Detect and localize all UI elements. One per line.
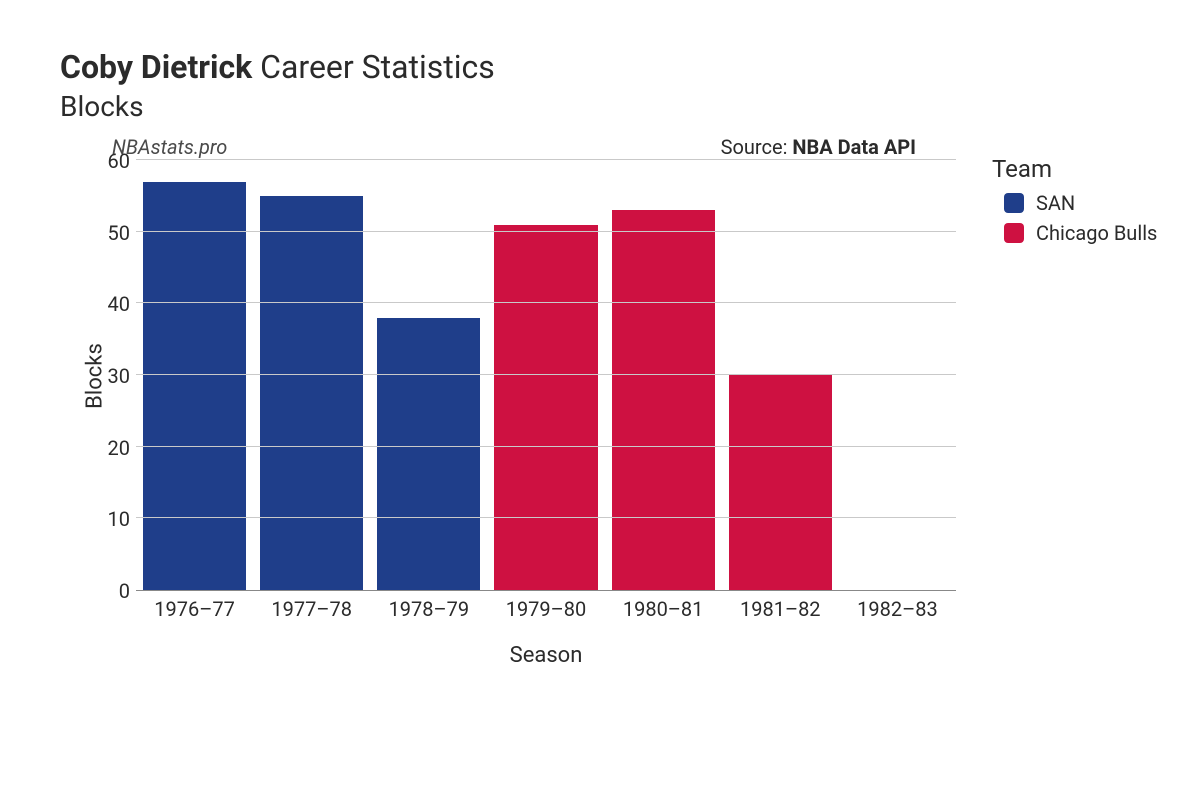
title-rest: Career Statistics	[252, 48, 495, 86]
legend-item: Chicago Bulls	[992, 221, 1157, 245]
x-tick-label: 1982–83	[839, 597, 956, 621]
y-tick-label: 40	[108, 292, 130, 316]
bar	[143, 182, 246, 591]
gridline	[136, 231, 956, 232]
bar-slot	[253, 161, 370, 590]
bar	[377, 318, 480, 590]
y-tick-label: 60	[108, 149, 130, 173]
gridline	[136, 446, 956, 447]
y-tick-label: 30	[108, 364, 130, 388]
x-tick-label: 1978–79	[370, 597, 487, 621]
gridline	[136, 517, 956, 518]
legend-label: SAN	[1036, 191, 1075, 215]
plot-area	[136, 161, 956, 591]
y-axis: Blocks 0102030405060	[96, 161, 136, 591]
x-tick-label: 1980–81	[605, 597, 722, 621]
x-tick-label: 1979–80	[487, 597, 604, 621]
bar	[260, 196, 363, 590]
x-tick-label: 1976–77	[136, 597, 253, 621]
x-tick-label: 1981–82	[722, 597, 839, 621]
bar	[612, 210, 715, 590]
legend-swatch	[1004, 223, 1024, 243]
title-player: Coby Dietrick	[60, 48, 252, 86]
source-attribution: Source: NBA Data API	[721, 135, 916, 159]
bar-slot	[722, 161, 839, 590]
y-tick-label: 0	[119, 579, 130, 603]
legend-item: SAN	[992, 191, 1157, 215]
x-tick-label: 1977–78	[253, 597, 370, 621]
gridline	[136, 374, 956, 375]
legend-swatch	[1004, 193, 1024, 213]
legend-label: Chicago Bulls	[1036, 221, 1157, 245]
bar	[494, 225, 597, 591]
x-axis: 1976–771977–781978–791979–801980–811981–…	[136, 597, 956, 621]
y-axis-label: Blocks	[82, 343, 107, 409]
bar-slot	[487, 161, 604, 590]
bar-slot	[136, 161, 253, 590]
bar-slot	[605, 161, 722, 590]
x-axis-label: Season	[136, 643, 956, 668]
source-value: NBA Data API	[792, 135, 916, 159]
bar	[729, 375, 832, 590]
legend-title: Team	[992, 155, 1157, 183]
chart-subtitle: Blocks	[60, 90, 1160, 123]
y-tick-label: 10	[108, 507, 130, 531]
legend: Team SAN Chicago Bulls	[992, 155, 1157, 251]
bar-slot	[370, 161, 487, 590]
source-label: Source:	[721, 135, 793, 159]
gridline	[136, 159, 956, 160]
y-tick-label: 20	[108, 436, 130, 460]
gridline	[136, 302, 956, 303]
y-tick-label: 50	[108, 221, 130, 245]
chart-title: Coby Dietrick Career Statistics	[60, 48, 1160, 86]
bar-slot	[839, 161, 956, 590]
